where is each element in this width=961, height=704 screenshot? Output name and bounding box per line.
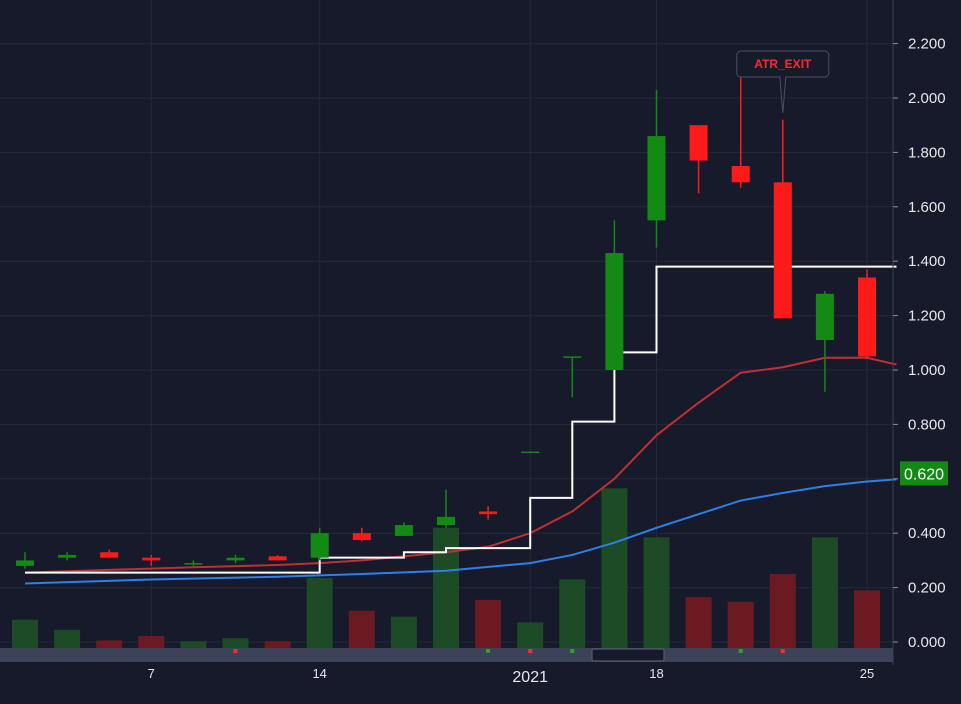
volume-bar	[517, 622, 544, 648]
candle-body[interactable]	[437, 516, 455, 526]
stop-step-line	[25, 265, 897, 574]
volume-bar	[96, 640, 123, 648]
candle-body[interactable]	[647, 136, 666, 221]
candle-body[interactable]	[731, 166, 750, 183]
volume-bar	[433, 527, 459, 648]
volume-bar	[685, 597, 712, 648]
volume-bar	[390, 616, 417, 648]
y-tick-label: 1.800	[908, 144, 946, 161]
candle-body[interactable]	[815, 293, 834, 341]
y-tick-label: 0.200	[908, 580, 946, 597]
annotation-label: ATR_EXIT	[754, 57, 812, 71]
candle-body[interactable]	[689, 125, 708, 161]
volume-bar	[12, 619, 38, 648]
candle-body[interactable]	[310, 533, 329, 558]
signal-marker	[738, 649, 743, 653]
y-tick-label: 1.600	[908, 199, 946, 216]
volume-bar	[180, 641, 207, 648]
candle-body[interactable]	[100, 552, 119, 558]
y-tick-label: 0.400	[908, 525, 946, 542]
annotation-callout	[736, 50, 830, 114]
volume-bar	[348, 610, 375, 648]
volume-bar	[854, 590, 880, 648]
candle-body[interactable]	[184, 563, 203, 565]
time-scale-band	[0, 648, 893, 662]
candle-body[interactable]	[858, 277, 876, 357]
candle-body[interactable]	[268, 556, 287, 561]
candle-body[interactable]	[16, 560, 34, 566]
y-tick-label: 2.200	[908, 36, 946, 53]
volume-bar	[769, 574, 796, 648]
candle-body[interactable]	[226, 557, 245, 561]
current-price-label: 0.620	[904, 466, 944, 483]
y-tick-label: 0.800	[908, 416, 946, 433]
candle-body[interactable]	[58, 554, 77, 558]
volume-bar	[264, 641, 291, 648]
y-tick-label: 1.400	[908, 253, 946, 270]
signal-marker	[570, 649, 575, 653]
candle-body[interactable]	[773, 182, 792, 319]
candle-body[interactable]	[521, 451, 540, 454]
scroll-handle[interactable]	[591, 648, 665, 662]
candle-body[interactable]	[605, 253, 624, 370]
volume-bar	[643, 537, 670, 648]
volume-bar	[475, 599, 502, 648]
blue-indicator-line	[24, 478, 897, 585]
volume-bar	[727, 601, 754, 648]
volume-bar	[54, 629, 81, 648]
y-tick-label: 1.200	[908, 308, 946, 325]
volume-bar	[222, 638, 249, 648]
volume-bar	[138, 636, 165, 648]
x-tick-label: 2021	[512, 669, 548, 686]
candle-body[interactable]	[142, 557, 161, 561]
signal-marker	[233, 649, 238, 653]
x-tick-label: 7	[148, 666, 155, 681]
candle-body[interactable]	[563, 356, 582, 358]
current-price-badge	[900, 461, 948, 486]
y-tick-label: 1.000	[908, 362, 946, 379]
y-tick-label: 2.000	[908, 90, 946, 107]
candle-body[interactable]	[394, 525, 413, 536]
volume-bar	[811, 537, 838, 648]
y-tick-label: 0.000	[908, 634, 946, 651]
signal-marker	[780, 649, 785, 653]
signal-marker	[486, 649, 491, 653]
signal-marker	[528, 649, 533, 653]
volume-bar	[601, 488, 628, 648]
red-indicator-line	[24, 356, 897, 574]
x-tick-label: 25	[860, 666, 874, 681]
x-tick-label: 14	[312, 666, 326, 681]
candle-body[interactable]	[352, 533, 371, 540]
volume-bar	[306, 578, 333, 648]
candle-body[interactable]	[479, 511, 498, 515]
x-tick-label: 18	[649, 666, 663, 681]
volume-bar	[559, 579, 586, 648]
